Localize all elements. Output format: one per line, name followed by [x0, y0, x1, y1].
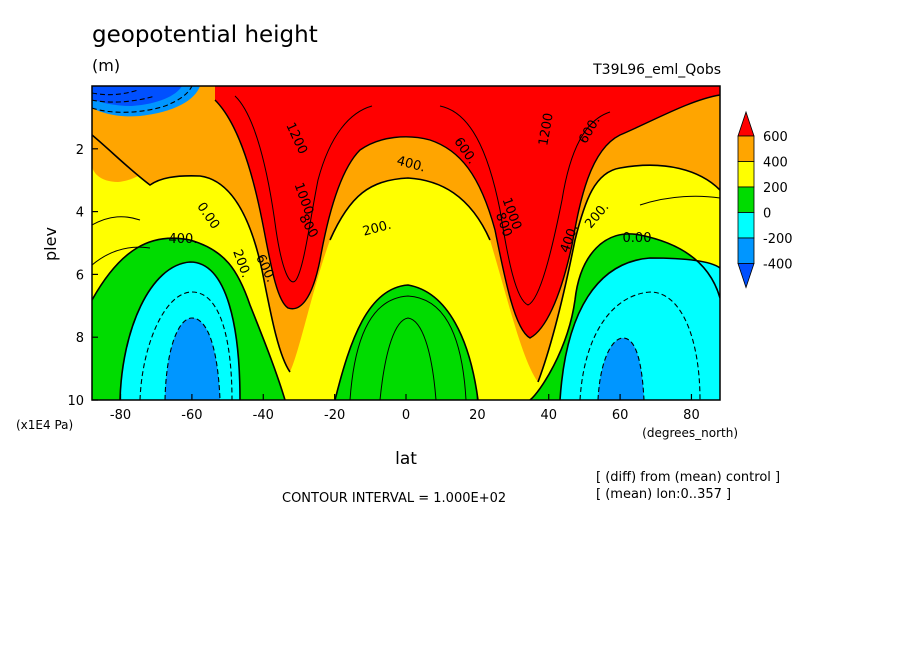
chart-units: (m) [92, 56, 121, 75]
colorbar-bottom-triangle [737, 263, 755, 289]
contour-line [349, 295, 467, 400]
contour-label: 1200 [536, 112, 557, 147]
contour-line [639, 195, 720, 206]
colorbar-segment [737, 186, 755, 213]
contour-line [119, 261, 241, 400]
contour-label: 400. [169, 232, 198, 247]
colorbar-label: 600 [763, 130, 788, 145]
band-red [215, 86, 720, 338]
chart-title: geopotential height [92, 22, 318, 48]
y-tick-label: 2 [76, 143, 84, 158]
x-tick-label: 80 [683, 408, 700, 423]
colorbar-label: -400 [763, 258, 793, 273]
x-axis-label: lat [395, 449, 417, 469]
x-axis-units: (degrees_north) [642, 426, 738, 440]
contour-line [329, 177, 491, 241]
colorbar-label: 0 [763, 207, 771, 222]
contour-label: 400. [395, 154, 427, 176]
y-tick-label: 6 [76, 268, 84, 283]
colorbar-segment [737, 212, 755, 239]
colorbar-segment [737, 135, 755, 162]
colorbar-segment [737, 237, 755, 264]
y-axis-units: (x1E4 Pa) [16, 418, 73, 432]
run-label: T39L96_eml_Qobs [593, 62, 721, 78]
colorbar-top-triangle [737, 110, 755, 137]
x-tick-label: 20 [469, 408, 486, 423]
band-blue-right [598, 338, 644, 400]
negative-contour-line [164, 317, 221, 400]
contour-line [379, 317, 437, 400]
contour-line [214, 94, 720, 339]
colorbar-segment [737, 161, 755, 188]
negative-contour-line [139, 291, 233, 400]
contour-line [334, 284, 479, 400]
contour-label: 0.00 [623, 231, 652, 246]
contour-line [92, 237, 286, 400]
y-tick-label: 4 [76, 206, 84, 221]
contour-label: 200. [361, 218, 393, 240]
negative-contour-line [579, 291, 701, 400]
band-top-left-deepblue [92, 86, 182, 106]
band-blue-left [165, 318, 220, 400]
x-tick-label: 0 [402, 408, 410, 423]
contour-line [234, 95, 373, 283]
negative-contour-line [92, 89, 139, 96]
x-tick-label: -80 [110, 408, 131, 423]
contour-line [537, 164, 720, 383]
band-cyan-right [560, 258, 720, 400]
y-tick-label: 10 [67, 394, 84, 409]
colorbar-label: 200 [763, 181, 788, 196]
x-tick-label: 60 [612, 408, 629, 423]
negative-contour-line [92, 86, 193, 113]
contour-line [559, 257, 720, 400]
x-tick-label: -40 [253, 408, 274, 423]
contour-line [92, 134, 291, 373]
band-orange-left-bulge [92, 111, 160, 182]
colorbar-label: 400 [763, 156, 788, 171]
y-tick-label: 8 [76, 331, 84, 346]
y-axis-label: plev [41, 227, 60, 261]
contour-line [439, 105, 611, 306]
mean-note: [ (mean) lon:0..357 ] [596, 487, 732, 502]
x-tick-label: -20 [324, 408, 345, 423]
contour-line [92, 216, 141, 226]
contour-line [92, 246, 151, 266]
x-tick-label: 40 [540, 408, 557, 423]
diff-note: [ (diff) from (mean) control ] [596, 470, 781, 485]
contour-interval: CONTOUR INTERVAL = 1.000E+02 [282, 491, 507, 506]
colorbar-label: -200 [763, 232, 793, 247]
x-tick-label: -60 [181, 408, 202, 423]
negative-contour-line [92, 95, 156, 103]
